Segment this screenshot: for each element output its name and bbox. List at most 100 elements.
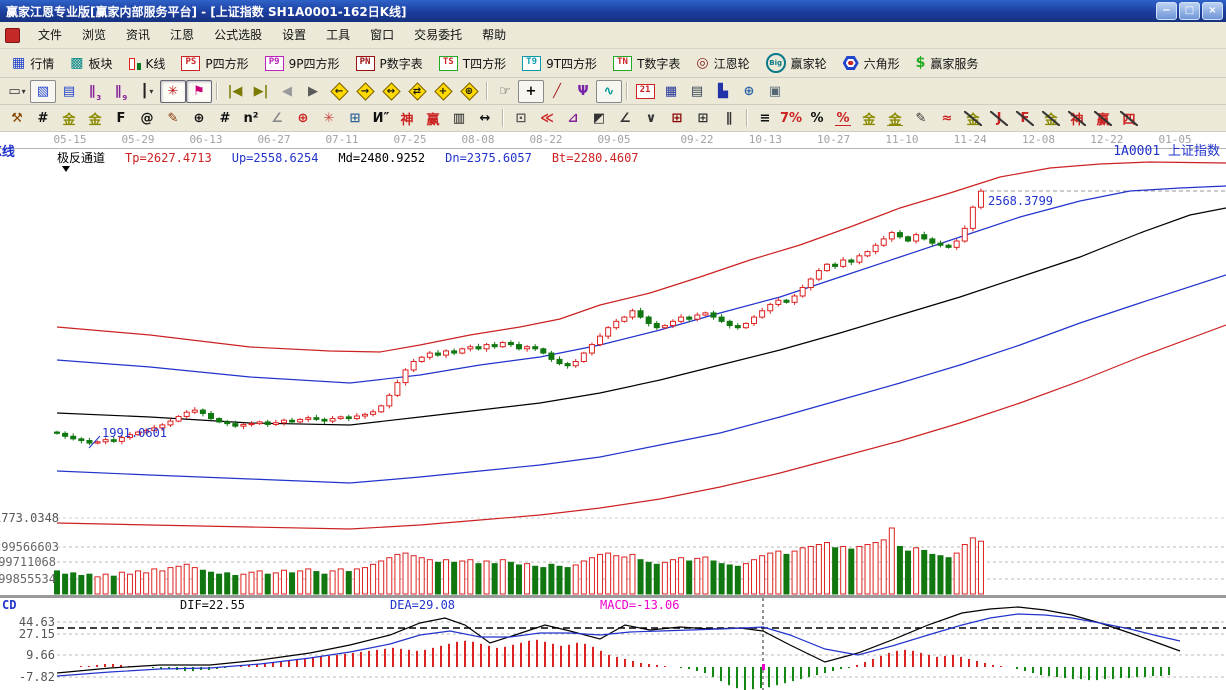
t9-square-button[interactable]: T9 9T四方形 (514, 52, 605, 75)
menu-item-5[interactable]: 公式选股 (214, 28, 263, 42)
ink-brush-icon[interactable]: ✎ (915, 110, 927, 126)
percent-retrace-icon[interactable]: 7% (779, 110, 803, 126)
menu-item-9[interactable]: 交易委托 (414, 28, 463, 42)
first-page-icon[interactable]: |◀ (227, 83, 243, 99)
grid-overlay-icon[interactable]: ⊞ (671, 110, 683, 126)
info-list-icon[interactable]: ▤ (62, 83, 76, 99)
p-square-button[interactable]: PS P四方形 (173, 52, 256, 75)
four-angle-icon[interactable]: 四 (1116, 107, 1142, 130)
target-cross-icon[interactable]: ⊕ (297, 110, 309, 126)
scale-steps-icon[interactable]: ≡ (759, 110, 771, 126)
menu-item-10[interactable]: 帮助 (482, 28, 507, 42)
gold-gauge2-icon[interactable]: 金 (88, 112, 102, 128)
box-measure-icon[interactable]: ⊡ (515, 110, 527, 126)
zoom-all-diamond-icon[interactable]: ⊕ (456, 80, 482, 103)
gold-gauge-icon[interactable]: 金 (62, 112, 76, 128)
bars-3-icon[interactable]: ∥ 3 (88, 83, 102, 102)
gann-wheel-button[interactable]: ◎ 江恩轮 (688, 52, 757, 75)
last-page-icon[interactable]: ▶| (253, 83, 269, 99)
p9-square-button[interactable]: P9 9P四方形 (257, 52, 348, 75)
angle-set-icon[interactable]: ∠ (619, 110, 631, 126)
market-quotes-button[interactable]: ▦ 行情 (4, 52, 62, 75)
ying-angle-icon[interactable]: 赢 (1090, 107, 1116, 130)
close-button[interactable]: × (1202, 2, 1223, 20)
price-ruler-icon[interactable]: # (37, 110, 49, 126)
network-chart-icon[interactable]: ▧ (30, 79, 56, 103)
macd-pane-label[interactable]: CD (2, 598, 17, 612)
hand-tool-icon[interactable]: ☞ (499, 83, 511, 99)
kline-button[interactable]: K线 (121, 52, 174, 75)
menu-item-8[interactable]: 窗口 (370, 28, 395, 42)
trendline-tool-icon[interactable]: ╱ (553, 83, 561, 99)
menu-item-7[interactable]: 工具 (326, 28, 351, 42)
zigzag-icon[interactable]: ∨ (645, 110, 657, 126)
winner-service-button[interactable]: $ 赢家服务 (908, 52, 987, 75)
fan-box-icon[interactable]: ⊿ (567, 110, 579, 126)
chart-area[interactable]: K线 极反通道 Tp=2627.4713 Up=2558.6254 Md=248… (0, 144, 1226, 690)
circle-ruler-icon[interactable]: ⊕ (193, 110, 205, 126)
color-chart-icon[interactable]: ⚑ (186, 79, 212, 103)
t-number-table-button[interactable]: TN T数字表 (605, 52, 688, 75)
calendar-icon[interactable]: 21 (632, 80, 658, 103)
parallel-lines-icon[interactable]: ∥ (725, 110, 733, 126)
fibonacci-gauge-icon[interactable]: F (116, 110, 126, 126)
kline-chart-canvas[interactable] (0, 149, 1226, 690)
seal-stamp-icon[interactable]: ✳ (160, 79, 186, 103)
time-ruler-icon[interactable]: # (219, 110, 231, 126)
prev-page-icon[interactable]: ◀ (282, 83, 292, 99)
p-number-table-button[interactable]: PN P数字表 (348, 52, 431, 75)
percent-line-icon[interactable]: % (835, 110, 851, 126)
fan-lines-icon[interactable]: ≪ (540, 110, 554, 126)
gold-angle-icon[interactable]: 金 (960, 107, 986, 130)
menu-item-4[interactable]: 江恩 (170, 28, 195, 42)
wave-brain-icon[interactable]: ∿ (596, 79, 622, 103)
child-window-icon[interactable] (5, 27, 20, 43)
save-icon[interactable]: ▙ (718, 83, 728, 99)
symbol-label[interactable]: 1A0001 上证指数 (1113, 144, 1220, 159)
menu-item-6[interactable]: 设置 (282, 28, 307, 42)
winner-wheel-button[interactable]: Big 赢家轮 (758, 50, 835, 76)
wave-band-icon[interactable]: ≈ (941, 110, 953, 126)
j-angle-icon[interactable]: J (986, 107, 1012, 130)
minimize-button[interactable]: − (1156, 2, 1177, 20)
star-burst-icon[interactable]: ✳ (323, 110, 335, 126)
kline-pane-tab[interactable]: K线 (0, 145, 15, 160)
layout-dropdown[interactable]: ▭ ▾ (8, 83, 26, 99)
t-square-button[interactable]: TS T四方形 (431, 52, 514, 75)
web-export-icon[interactable]: ⊕ (743, 83, 755, 99)
grid-overlay2-icon[interactable]: ⊞ (697, 110, 709, 126)
fan-square-icon[interactable]: ◩ (592, 110, 606, 126)
bars-9-icon[interactable]: ∥ 9 (114, 83, 128, 102)
expand-horizontal-diamond-icon[interactable]: ↔ (378, 80, 404, 103)
channel-name[interactable]: 极反通道 (57, 151, 106, 165)
calculator-icon[interactable]: ▦ (664, 83, 678, 99)
shift-left-diamond-icon[interactable]: ← (326, 80, 352, 103)
shen-gauge-icon[interactable]: 神 (400, 112, 414, 128)
gold-angle2-icon[interactable]: 金 (1038, 107, 1064, 130)
gold-level-icon[interactable]: 金 (887, 112, 903, 128)
shen-angle-icon[interactable]: 神 (1064, 107, 1090, 130)
width-measure-icon[interactable]: ↔ (479, 110, 491, 126)
count-ruler-icon[interactable]: ▥ (452, 110, 466, 126)
angle-mirror-icon[interactable]: ∠ (271, 110, 283, 126)
gann-shape-tool-icon[interactable]: Ψ (577, 83, 589, 99)
next-page-icon[interactable]: ▶ (308, 83, 318, 99)
crosshair-tool-icon[interactable]: + (518, 79, 544, 103)
memo-icon[interactable]: ▤ (690, 83, 704, 99)
shift-right-diamond-icon[interactable]: → (352, 80, 378, 103)
menu-item-1[interactable]: 文件 (38, 28, 63, 42)
n-square-icon[interactable]: n² (243, 110, 259, 126)
brush-icon[interactable]: ✎ (167, 110, 179, 126)
zoom-in-diamond-icon[interactable]: + (430, 80, 456, 103)
print-icon[interactable]: ▣ (768, 83, 782, 99)
compress-diamond-icon[interactable]: ⇄ (404, 80, 430, 103)
k-mark-icon[interactable]: И″ (372, 110, 390, 126)
maximize-button[interactable]: □ (1179, 2, 1200, 20)
sectors-button[interactable]: ▩ 板块 (62, 52, 120, 75)
percent-icon[interactable]: % (810, 110, 824, 126)
hexagon-button[interactable]: 六角形 (835, 52, 908, 75)
menu-item-3[interactable]: 资讯 (126, 28, 151, 42)
grid-star-icon[interactable]: ⊞ (349, 110, 361, 126)
menu-item-2[interactable]: 浏览 (82, 28, 107, 42)
gann-pick-icon[interactable]: ⚒ (11, 110, 23, 126)
